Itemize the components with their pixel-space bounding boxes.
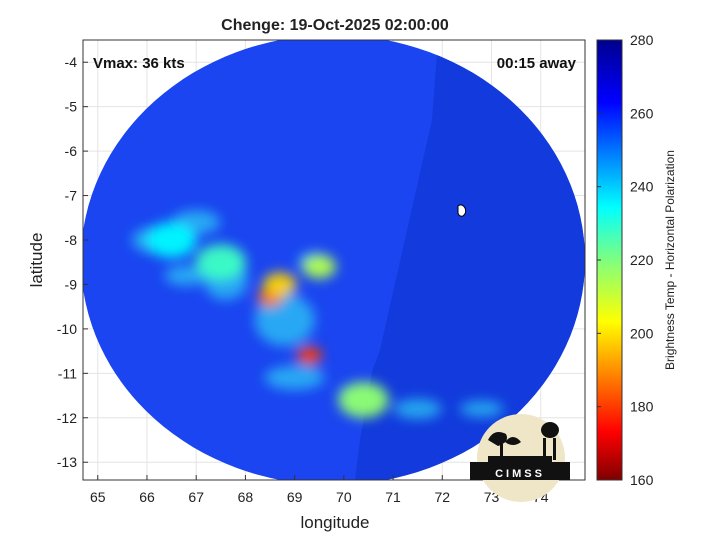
logo-dish-icon [488, 432, 507, 446]
cloud-band [254, 294, 315, 346]
y-tick-label: -9 [65, 276, 78, 292]
colorbar: 280 260 240 220 200 180 160 Brightness Temp - … [596, 32, 677, 488]
cloud-band [164, 265, 209, 286]
plot-frame [82, 39, 586, 481]
x-tick-label: 72 [434, 489, 450, 505]
axis-ticks [83, 61, 542, 480]
x-tick-label: 70 [336, 489, 352, 505]
convective-cell [338, 382, 389, 418]
map-title: Chenge: 19-Oct-2025 02:00:00 [221, 17, 449, 34]
x-tick-label: 67 [188, 489, 204, 505]
y-tick-label: -12 [57, 410, 77, 426]
x-tick-label: 69 [287, 489, 303, 505]
y-tick-label: -8 [65, 232, 78, 248]
y-tick-label: -7 [65, 188, 78, 204]
logo-tower-leg [543, 438, 546, 460]
island-outline [457, 204, 467, 217]
convective-cell [296, 346, 322, 365]
brightness-temp-swath [83, 40, 585, 480]
y-tick-label: -6 [65, 143, 78, 159]
colorbar-tick-label: 240 [630, 179, 654, 195]
convective-cell [195, 244, 247, 281]
y-tick-label: -5 [65, 99, 78, 115]
colorbar-tick-label: 280 [630, 32, 654, 48]
colorbar-tick-label: 260 [630, 105, 654, 121]
time-offset-annotation: 00:15 away [497, 55, 577, 72]
x-tick-labels: 65666768697071727374 [90, 489, 549, 505]
y-tick-label: -13 [57, 454, 77, 470]
logo-dish-icon-2 [505, 437, 521, 445]
colorbar-tick-label: 160 [630, 472, 654, 488]
y-axis-label: latitude [27, 233, 46, 288]
logo-building [470, 462, 570, 480]
colorbar-tick-label: 180 [630, 399, 654, 415]
y-tick-labels: -4 -5 -6 -7 -8 -9 -10 -11 -12 -13 [57, 54, 77, 470]
swath-east-half [355, 40, 585, 480]
logo-tower-leg-2 [553, 438, 556, 460]
logo-water-tower-icon [541, 422, 559, 438]
x-tick-label: 68 [238, 489, 254, 505]
colorbar-label: Brightness Temp - Horizontal Polarizatio… [663, 150, 677, 370]
vmax-annotation: Vmax: 36 kts [93, 55, 185, 72]
logo-dish-stand [500, 444, 503, 458]
logo-text: CIMSS [495, 468, 545, 480]
x-tick-label: 66 [139, 489, 155, 505]
x-tick-label: 71 [385, 489, 401, 505]
cloud-band [264, 365, 325, 390]
convective-cell [302, 254, 337, 279]
y-tick-label: -10 [57, 321, 77, 337]
cloud-band [459, 400, 504, 417]
plot-area: 65666768697071727374 -4-5-6-7-8-9-10-11-… [57, 39, 586, 505]
logo-building-roof [488, 456, 552, 464]
convective-cell [146, 222, 197, 258]
colorbar-ticks: 280 260 240 220 200 180 160 [597, 32, 654, 488]
y-tick-label: -4 [65, 54, 78, 70]
y-tick-label: -11 [58, 365, 77, 381]
x-axis-label: longitude [300, 513, 369, 532]
convective-cell [263, 272, 297, 297]
cimss-logo: CIMSS [470, 414, 570, 502]
colorbar-tick-label: 200 [630, 325, 654, 341]
storm-cloud-bands [131, 210, 504, 419]
x-tick-label: 65 [90, 489, 106, 505]
cloud-band [393, 398, 442, 419]
colorbar-tick-label: 220 [630, 252, 654, 268]
